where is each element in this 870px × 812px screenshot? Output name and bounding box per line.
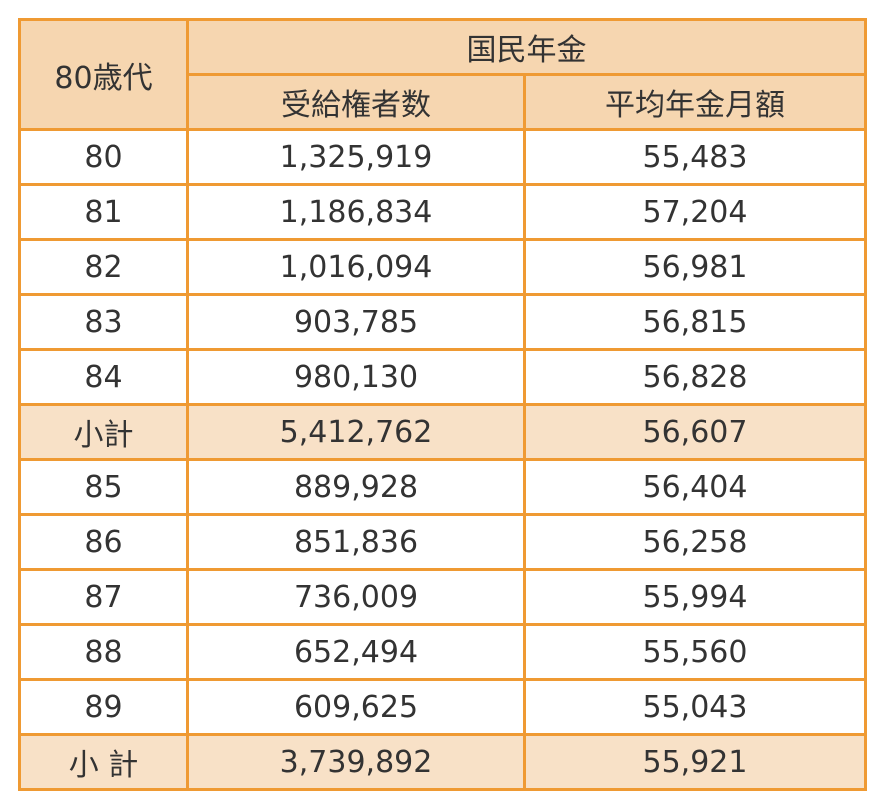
table-row: 86 851,836 56,258 [18,513,867,571]
avg-pension-cell: 56,981 [523,238,867,296]
age-cell: 81 [18,183,189,241]
header-row-group: 80歳代 国民年金 [18,18,867,131]
avg-pension-cell: 56,404 [523,458,867,516]
table-row: 83 903,785 56,815 [18,293,867,351]
avg-pension-cell: 56,815 [523,293,867,351]
header-row-columns: 受給権者数 平均年金月額 [20,73,867,131]
avg-pension-cell: 55,921 [523,733,867,791]
table-row: 84 980,130 56,828 [18,348,867,406]
recipients-cell: 889,928 [186,458,526,516]
recipients-cell: 609,625 [186,678,526,736]
recipients-cell: 652,494 [186,623,526,681]
pension-table-container: 80歳代 国民年金 受給権者数 平均年金月額 80 1,325,919 55,483… [18,18,867,791]
table-row: 85 889,928 56,404 [18,458,867,516]
table-row: 88 652,494 55,560 [18,623,867,681]
recipients-cell: 851,836 [186,513,526,571]
table-row: 87 736,009 55,994 [18,568,867,626]
recipients-cell: 980,130 [186,348,526,406]
avg-pension-cell: 56,607 [523,403,867,461]
recipients-cell: 1,325,919 [186,128,526,186]
table-row: 80 1,325,919 55,483 [18,128,867,186]
age-group-header: 80歳代 [18,18,189,131]
subtotal-row: 小 計 3,739,892 55,921 [18,733,867,791]
avg-pension-cell: 56,828 [523,348,867,406]
national-pension-header: 国民年金 [186,18,867,76]
age-cell: 小 計 [18,733,189,791]
age-cell: 89 [18,678,189,736]
subtotal-row: 小計 5,412,762 56,607 [18,403,867,461]
table-row: 82 1,016,094 56,981 [18,238,867,296]
age-cell: 87 [18,568,189,626]
age-cell: 82 [18,238,189,296]
table-row: 89 609,625 55,043 [18,678,867,736]
recipients-column-header: 受給権者数 [186,73,526,131]
age-cell: 85 [18,458,189,516]
avg-pension-cell: 55,560 [523,623,867,681]
avg-pension-cell: 55,994 [523,568,867,626]
table-row: 81 1,186,834 57,204 [18,183,867,241]
recipients-cell: 903,785 [186,293,526,351]
age-cell: 80 [18,128,189,186]
pension-table: 80歳代 国民年金 受給権者数 平均年金月額 80 1,325,919 55,483… [18,18,867,791]
age-cell: 86 [18,513,189,571]
recipients-cell: 1,016,094 [186,238,526,296]
age-cell: 84 [18,348,189,406]
age-cell: 小計 [18,403,189,461]
table-body: 80 1,325,919 55,483 81 1,186,834 57,204 82 1,01… [18,128,867,791]
avg-pension-cell: 55,043 [523,678,867,736]
recipients-cell: 736,009 [186,568,526,626]
avg-pension-column-header: 平均年金月額 [523,73,867,131]
table-header: 80歳代 国民年金 受給権者数 平均年金月額 [18,18,867,131]
age-cell: 88 [18,623,189,681]
avg-pension-cell: 57,204 [523,183,867,241]
recipients-cell: 3,739,892 [186,733,526,791]
recipients-cell: 5,412,762 [186,403,526,461]
avg-pension-cell: 56,258 [523,513,867,571]
avg-pension-cell: 55,483 [523,128,867,186]
age-cell: 83 [18,293,189,351]
recipients-cell: 1,186,834 [186,183,526,241]
